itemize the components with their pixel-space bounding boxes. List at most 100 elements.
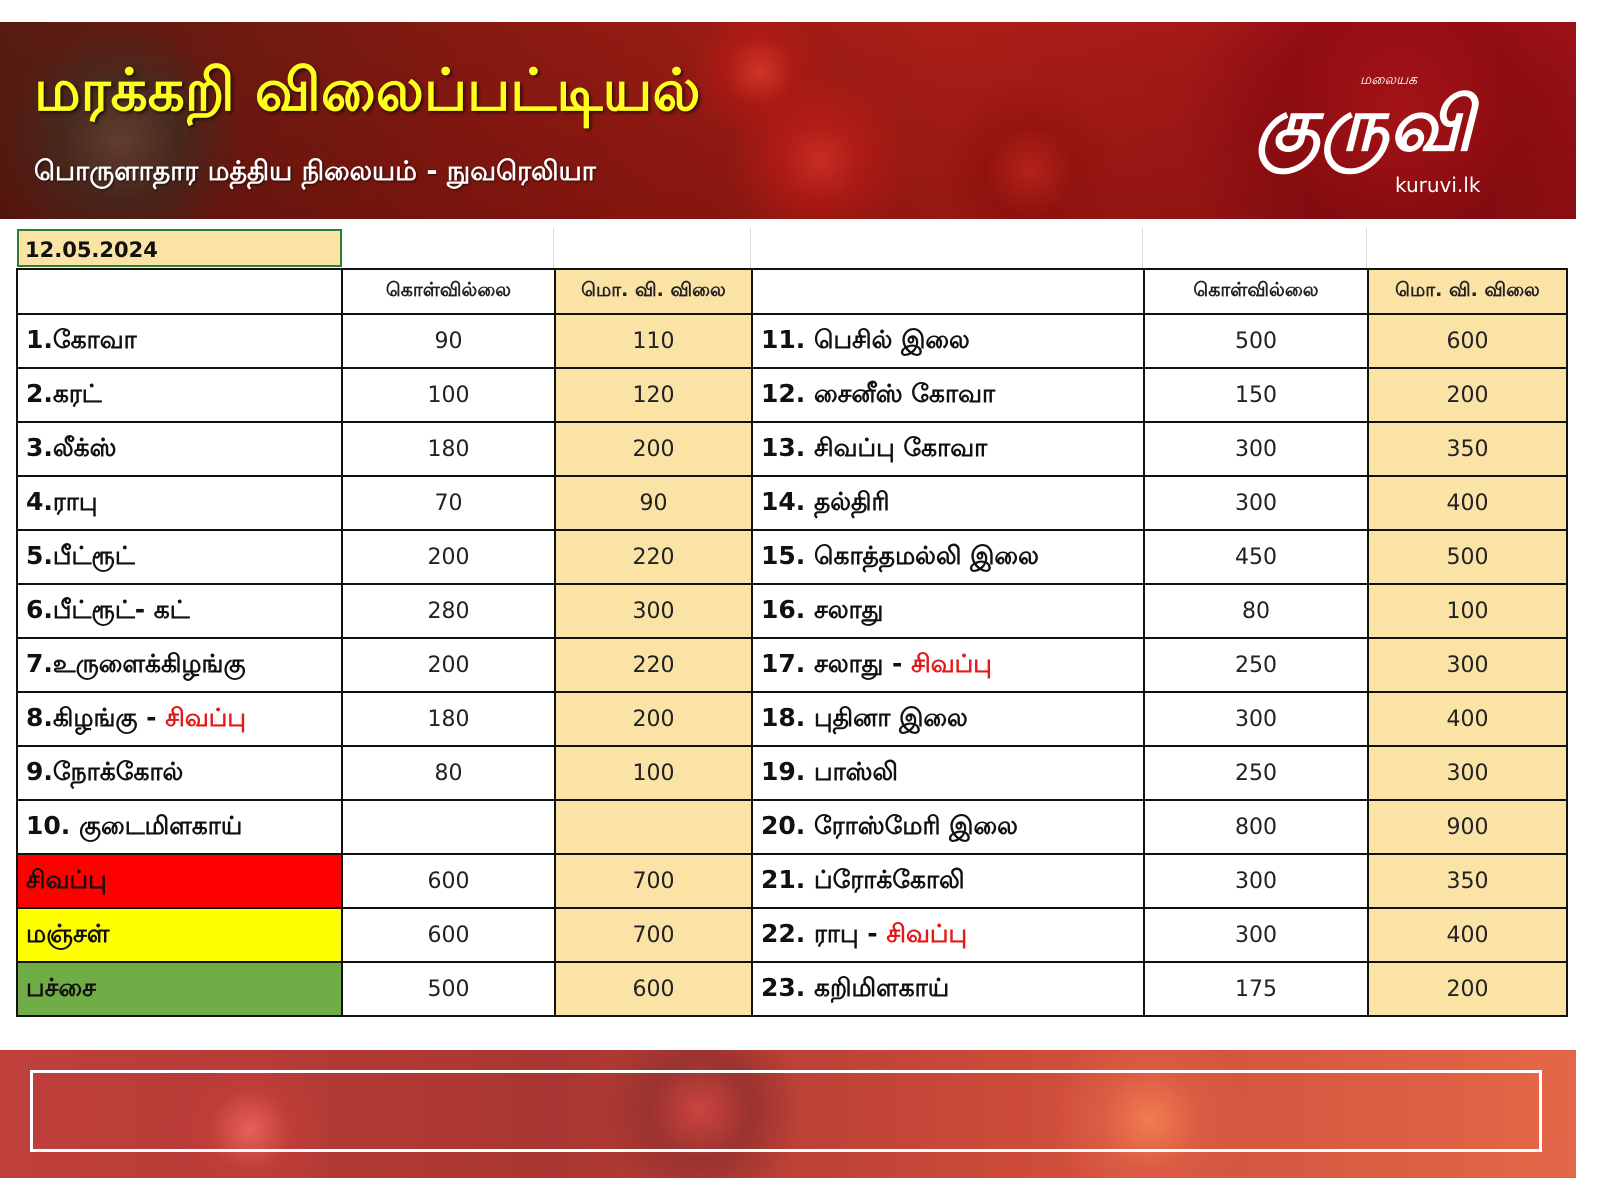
retail-price-cell[interactable]: 200 xyxy=(554,421,753,477)
vegetable-name-cell[interactable]: 17. சலாது - சிவப்பு xyxy=(751,637,1145,693)
wholesale-price-cell[interactable]: 300 xyxy=(1143,475,1369,531)
wholesale-price-cell[interactable]: 600 xyxy=(341,907,556,963)
wholesale-price-cell[interactable]: 200 xyxy=(341,529,556,585)
vegetable-name: 12. சைனீஸ் கோவா xyxy=(761,378,996,408)
retail-price-cell[interactable]: 350 xyxy=(1367,421,1568,477)
wholesale-price-cell[interactable]: 175 xyxy=(1143,961,1369,1017)
wholesale-price-cell[interactable]: 300 xyxy=(1143,421,1369,477)
retail-price-cell[interactable]: 500 xyxy=(1367,529,1568,585)
retail-price-cell[interactable]: 700 xyxy=(554,907,753,963)
retail-price-cell[interactable]: 900 xyxy=(1367,799,1568,855)
retail-price-cell[interactable]: 350 xyxy=(1367,853,1568,909)
wholesale-price-cell[interactable]: 300 xyxy=(1143,691,1369,747)
wholesale-price-cell[interactable]: 500 xyxy=(1143,313,1369,369)
wholesale-price-cell[interactable]: 450 xyxy=(1143,529,1369,585)
vegetable-name: 8.கிழங்கு - xyxy=(26,702,166,732)
vegetable-name: 22. ராபு - xyxy=(761,918,887,948)
retail-price-cell[interactable]: 200 xyxy=(554,691,753,747)
wholesale-price-cell[interactable]: 90 xyxy=(341,313,556,369)
header-banner xyxy=(0,22,1576,219)
vegetable-name: 3.லீக்ஸ் xyxy=(26,432,117,462)
header-retail-left: மொ. வி. விலை xyxy=(554,268,753,315)
retail-price-cell[interactable]: 600 xyxy=(1367,313,1568,369)
wholesale-price-cell[interactable]: 300 xyxy=(1143,853,1369,909)
vegetable-name-cell[interactable]: 7.உருளைக்கிழங்கு xyxy=(16,637,343,693)
date-cell[interactable]: 12.05.2024 xyxy=(17,229,342,267)
wholesale-price-cell[interactable]: 600 xyxy=(341,853,556,909)
wholesale-price-cell[interactable]: 250 xyxy=(1143,637,1369,693)
retail-price-cell[interactable]: 200 xyxy=(1367,367,1568,423)
vegetable-name-cell[interactable]: 4.ராபு xyxy=(16,475,343,531)
vegetable-name: 17. சலாது - xyxy=(761,648,912,678)
vegetable-name-cell[interactable]: 2.கரட் xyxy=(16,367,343,423)
vegetable-name-cell[interactable]: 19. பாஸ்லி xyxy=(751,745,1145,801)
logo-small-text: மலையக xyxy=(1360,72,1418,88)
vegetable-name-cell[interactable]: சிவப்பு xyxy=(16,853,343,909)
vegetable-name-cell[interactable]: 5.பீட்ரூட் xyxy=(16,529,343,585)
vegetable-name-cell[interactable]: 12. சைனீஸ் கோவா xyxy=(751,367,1145,423)
vegetable-name: 23. கறிமிளகாய் xyxy=(761,972,950,1002)
retail-price-cell[interactable]: 300 xyxy=(1367,745,1568,801)
top-white-strip xyxy=(125,0,1600,22)
vegetable-name-cell[interactable]: 21. ப்ரோக்கோலி xyxy=(751,853,1145,909)
wholesale-price-cell[interactable]: 70 xyxy=(341,475,556,531)
retail-price-cell[interactable]: 400 xyxy=(1367,907,1568,963)
vegetable-name-cell[interactable]: மஞ்சள் xyxy=(16,907,343,963)
vegetable-name-cell[interactable]: 23. கறிமிளகாய் xyxy=(751,961,1145,1017)
vegetable-name-cell[interactable]: 16. சலாது xyxy=(751,583,1145,639)
price-sheet: 12.05.2024 கொள்வில்லை மொ. வி. விலை கொள்வ… xyxy=(16,228,1600,1050)
retail-price-cell[interactable]: 700 xyxy=(554,853,753,909)
header-blank-cell xyxy=(16,268,343,315)
header-wholesale-right: கொள்வில்லை xyxy=(1143,268,1369,315)
wholesale-price-cell[interactable]: 180 xyxy=(341,691,556,747)
retail-price-cell[interactable]: 90 xyxy=(554,475,753,531)
vegetable-name: 1.கோவா xyxy=(26,324,137,354)
retail-price-cell[interactable]: 120 xyxy=(554,367,753,423)
retail-price-cell[interactable]: 200 xyxy=(1367,961,1568,1017)
vegetable-name-cell[interactable]: 15. கொத்தமல்லி இலை xyxy=(751,529,1145,585)
vegetable-name-cell[interactable]: 6.பீட்ரூட்- கட் xyxy=(16,583,343,639)
grid-line xyxy=(1366,228,1367,268)
wholesale-price-cell[interactable]: 200 xyxy=(341,637,556,693)
table-header-row: கொள்வில்லை மொ. வி. விலை கொள்வில்லை மொ. வ… xyxy=(16,268,1568,315)
vegetable-name-cell[interactable]: 20. ரோஸ்மேரி இலை xyxy=(751,799,1145,855)
vegetable-name-cell[interactable]: 14. தல்திரி xyxy=(751,475,1145,531)
table-row: 1.கோவா 90 110 11. பெசில் இலை 500 600 xyxy=(16,313,1568,369)
vegetable-name-cell[interactable]: 11. பெசில் இலை xyxy=(751,313,1145,369)
vegetable-name-cell[interactable]: 18. புதினா இலை xyxy=(751,691,1145,747)
retail-price-cell[interactable]: 220 xyxy=(554,637,753,693)
vegetable-name-cell[interactable]: 10. குடைமிளகாய் xyxy=(16,799,343,855)
wholesale-price-cell[interactable]: 80 xyxy=(1143,583,1369,639)
wholesale-price-cell[interactable]: 250 xyxy=(1143,745,1369,801)
retail-price-cell[interactable]: 600 xyxy=(554,961,753,1017)
retail-price-cell[interactable] xyxy=(554,799,753,855)
retail-price-cell[interactable]: 300 xyxy=(554,583,753,639)
wholesale-price-cell[interactable]: 300 xyxy=(1143,907,1369,963)
retail-price-cell[interactable]: 220 xyxy=(554,529,753,585)
retail-price-cell[interactable]: 100 xyxy=(554,745,753,801)
retail-price-cell[interactable]: 400 xyxy=(1367,691,1568,747)
vegetable-name-cell[interactable]: 1.கோவா xyxy=(16,313,343,369)
vegetable-name-cell[interactable]: பச்சை xyxy=(16,961,343,1017)
table-row: மஞ்சள் 600 700 22. ராபு - சிவப்பு 300 400 xyxy=(16,907,1568,963)
vegetable-name-cell[interactable]: 22. ராபு - சிவப்பு xyxy=(751,907,1145,963)
wholesale-price-cell[interactable] xyxy=(341,799,556,855)
vegetable-name: 11. பெசில் இலை xyxy=(761,324,970,354)
wholesale-price-cell[interactable]: 500 xyxy=(341,961,556,1017)
vegetable-name-cell[interactable]: 9.நோக்கோல் xyxy=(16,745,343,801)
wholesale-price-cell[interactable]: 800 xyxy=(1143,799,1369,855)
retail-price-cell[interactable]: 100 xyxy=(1367,583,1568,639)
wholesale-price-cell[interactable]: 100 xyxy=(341,367,556,423)
wholesale-price-cell[interactable]: 280 xyxy=(341,583,556,639)
retail-price-cell[interactable]: 300 xyxy=(1367,637,1568,693)
vegetable-name-cell[interactable]: 8.கிழங்கு - சிவப்பு xyxy=(16,691,343,747)
wholesale-price-cell[interactable]: 180 xyxy=(341,421,556,477)
vegetable-name-cell[interactable]: 13. சிவப்பு கோவா xyxy=(751,421,1145,477)
table-row: சிவப்பு 600 700 21. ப்ரோக்கோலி 300 350 xyxy=(16,853,1568,909)
table-row: 8.கிழங்கு - சிவப்பு 180 200 18. புதினா இலை 3… xyxy=(16,691,1568,747)
retail-price-cell[interactable]: 110 xyxy=(554,313,753,369)
vegetable-name-cell[interactable]: 3.லீக்ஸ் xyxy=(16,421,343,477)
retail-price-cell[interactable]: 400 xyxy=(1367,475,1568,531)
wholesale-price-cell[interactable]: 150 xyxy=(1143,367,1369,423)
wholesale-price-cell[interactable]: 80 xyxy=(341,745,556,801)
